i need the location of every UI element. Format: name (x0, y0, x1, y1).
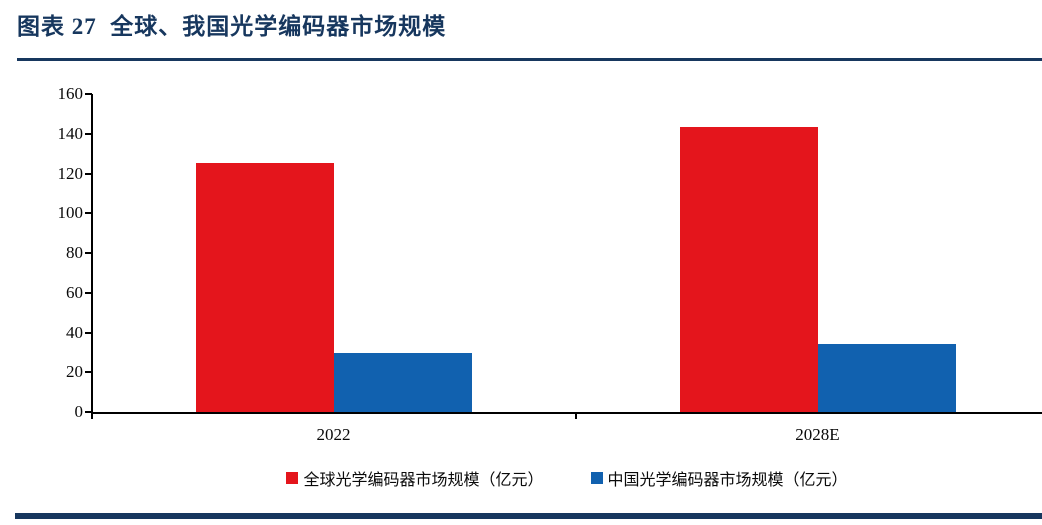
bar-2022-series1 (333, 352, 472, 412)
x-category-label: 2028E (795, 425, 840, 444)
title-underline-rule (17, 58, 1042, 61)
y-tick-mark (85, 411, 92, 413)
y-tick-label: 140 (57, 123, 84, 143)
x-axis-line (91, 412, 1042, 414)
legend-label: 全球光学编码器市场规模（亿元） (303, 472, 544, 489)
y-tick-mark (85, 331, 92, 334)
y-tick-label: 80 (66, 243, 83, 262)
y-tick-mark (85, 291, 92, 294)
legend-label: 中国光学编码器市场规模（亿元） (607, 472, 848, 489)
bar-2022-series0 (195, 162, 334, 412)
legend-item-1: 中国光学编码器市场规模（亿元） (590, 466, 848, 490)
footer-rule (15, 513, 1042, 519)
legend-item-0: 全球光学编码器市场规模（亿元） (286, 466, 544, 490)
y-tick-label: 160 (57, 84, 84, 103)
y-tick-mark (85, 132, 92, 135)
bar-2028E-series0 (679, 126, 818, 412)
y-tick-mark (85, 93, 92, 95)
y-tick-label: 0 (74, 402, 84, 421)
y-tick-label: 20 (66, 362, 83, 382)
y-tick-mark (85, 371, 92, 374)
figure-title: 图表 27 全球、我国光学编码器市场规模 (17, 14, 447, 39)
bar-2028E-series1 (817, 343, 956, 412)
legend-swatch-icon (286, 472, 299, 484)
legend-swatch-icon (590, 472, 603, 484)
y-tick-mark (85, 172, 92, 175)
y-tick-label: 100 (57, 203, 84, 223)
x-category-label: 2022 (316, 425, 351, 444)
y-tick-mark (85, 212, 92, 215)
x-tick-mark (574, 414, 577, 419)
y-tick-label: 120 (57, 163, 84, 183)
y-tick-mark (85, 252, 92, 254)
y-tick-label: 40 (66, 322, 83, 342)
y-axis-line (91, 94, 93, 414)
x-tick-mark (91, 414, 93, 419)
y-tick-label: 60 (66, 282, 83, 302)
chart-legend: 全球光学编码器市场规模（亿元） 中国光学编码器市场规模（亿元） (92, 466, 1042, 490)
